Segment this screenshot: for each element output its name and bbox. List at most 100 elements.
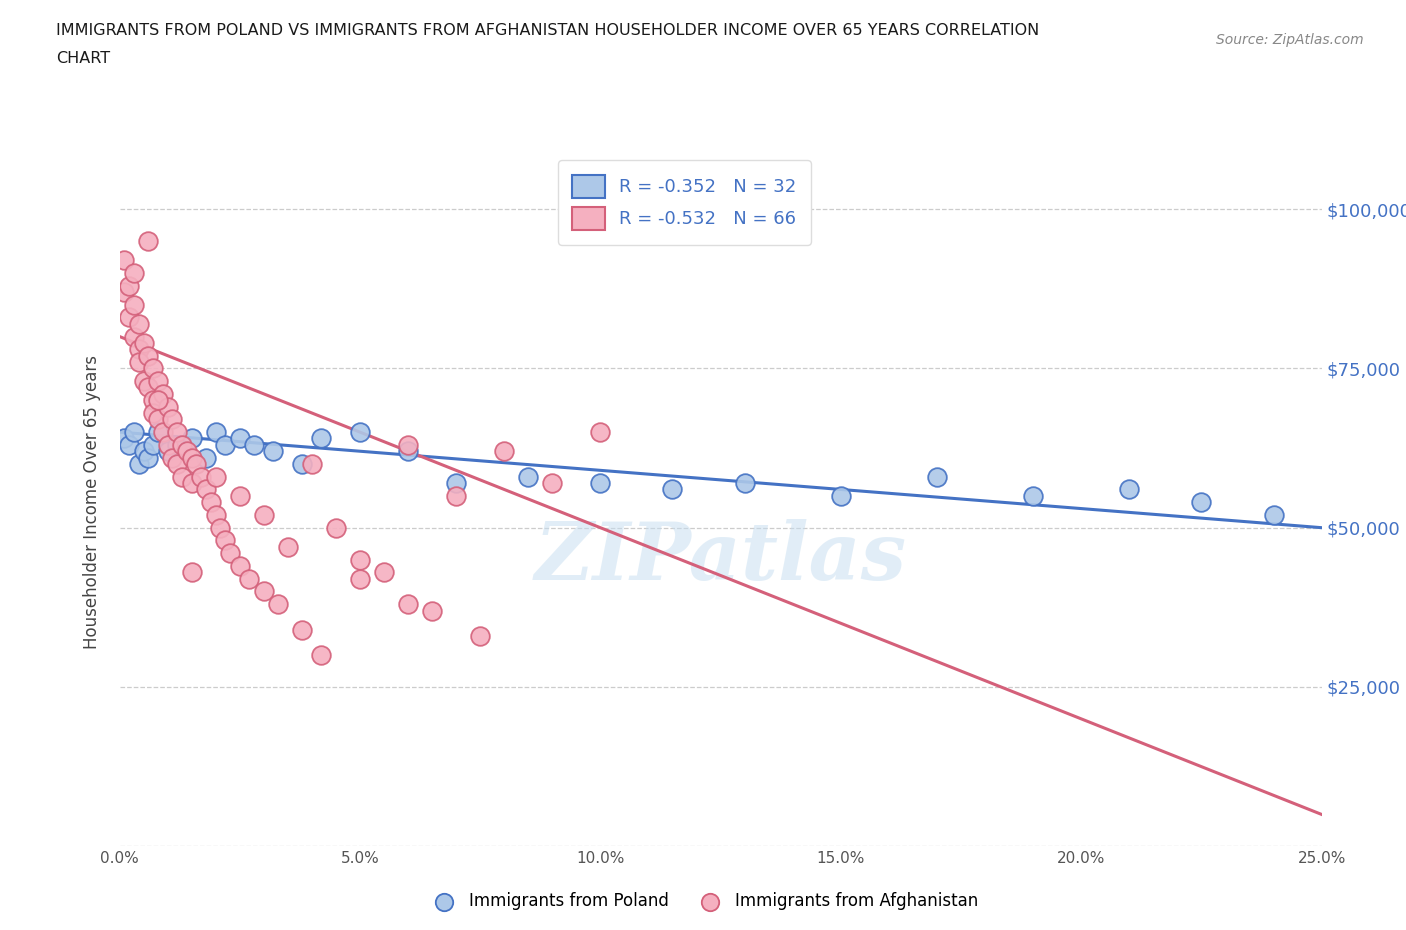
Point bbox=[228, 488, 252, 503]
Point bbox=[180, 475, 202, 490]
Point bbox=[396, 597, 419, 612]
Point bbox=[444, 475, 467, 490]
Point bbox=[238, 571, 260, 586]
Point bbox=[186, 457, 208, 472]
Point bbox=[128, 354, 150, 369]
Point bbox=[156, 399, 179, 414]
Point bbox=[734, 475, 756, 490]
Point bbox=[262, 444, 284, 458]
Point bbox=[170, 470, 193, 485]
Point bbox=[589, 475, 612, 490]
Text: Source: ZipAtlas.com: Source: ZipAtlas.com bbox=[1216, 33, 1364, 46]
Point bbox=[156, 437, 179, 452]
Point bbox=[228, 559, 252, 574]
Point bbox=[204, 508, 226, 523]
Point bbox=[156, 444, 179, 458]
Point bbox=[1022, 488, 1045, 503]
Point bbox=[152, 425, 174, 440]
Point bbox=[112, 431, 135, 445]
Point bbox=[128, 457, 150, 472]
Point bbox=[291, 457, 314, 472]
Point bbox=[118, 278, 141, 293]
Point bbox=[166, 457, 188, 472]
Point bbox=[267, 597, 290, 612]
Point bbox=[373, 565, 395, 579]
Point bbox=[112, 253, 135, 268]
Point bbox=[204, 425, 226, 440]
Point bbox=[132, 374, 155, 389]
Point bbox=[176, 444, 198, 458]
Point bbox=[830, 488, 852, 503]
Point bbox=[142, 437, 165, 452]
Point bbox=[195, 450, 218, 465]
Point bbox=[204, 470, 226, 485]
Text: ZIPatlas: ZIPatlas bbox=[534, 519, 907, 596]
Legend: Immigrants from Poland, Immigrants from Afghanistan: Immigrants from Poland, Immigrants from … bbox=[420, 885, 986, 917]
Point bbox=[420, 603, 443, 618]
Point bbox=[541, 475, 564, 490]
Point bbox=[180, 450, 202, 465]
Point bbox=[1189, 495, 1212, 510]
Point bbox=[142, 361, 165, 376]
Point bbox=[494, 444, 516, 458]
Point bbox=[219, 546, 242, 561]
Point bbox=[138, 450, 160, 465]
Point bbox=[170, 437, 193, 452]
Point bbox=[517, 470, 540, 485]
Point bbox=[228, 431, 252, 445]
Point bbox=[200, 495, 222, 510]
Point bbox=[146, 412, 169, 427]
Point bbox=[311, 647, 333, 662]
Point bbox=[195, 482, 218, 497]
Point bbox=[291, 622, 314, 637]
Point bbox=[349, 425, 371, 440]
Point bbox=[180, 431, 202, 445]
Point bbox=[112, 285, 135, 299]
Point bbox=[253, 508, 276, 523]
Point bbox=[142, 392, 165, 407]
Point bbox=[1118, 482, 1140, 497]
Point bbox=[396, 444, 419, 458]
Point bbox=[925, 470, 948, 485]
Point bbox=[349, 552, 371, 567]
Point bbox=[146, 425, 169, 440]
Point bbox=[277, 539, 299, 554]
Point bbox=[349, 571, 371, 586]
Point bbox=[162, 450, 184, 465]
Y-axis label: Householder Income Over 65 years: Householder Income Over 65 years bbox=[83, 355, 101, 649]
Point bbox=[118, 310, 141, 325]
Point bbox=[162, 412, 184, 427]
Point bbox=[122, 265, 145, 280]
Point bbox=[138, 348, 160, 363]
Point bbox=[180, 565, 202, 579]
Point bbox=[146, 374, 169, 389]
Text: CHART: CHART bbox=[56, 51, 110, 66]
Point bbox=[138, 233, 160, 248]
Point bbox=[325, 520, 347, 535]
Point bbox=[209, 520, 232, 535]
Point bbox=[132, 444, 155, 458]
Point bbox=[152, 387, 174, 402]
Point bbox=[146, 392, 169, 407]
Point bbox=[253, 584, 276, 599]
Point bbox=[468, 629, 492, 644]
Point bbox=[128, 316, 150, 331]
Point bbox=[118, 437, 141, 452]
Point bbox=[132, 336, 155, 351]
Point bbox=[122, 298, 145, 312]
Point bbox=[122, 425, 145, 440]
Point bbox=[214, 437, 236, 452]
Point bbox=[214, 533, 236, 548]
Point bbox=[190, 470, 212, 485]
Point bbox=[301, 457, 323, 472]
Point bbox=[128, 342, 150, 357]
Point bbox=[661, 482, 683, 497]
Point bbox=[166, 437, 188, 452]
Point bbox=[122, 329, 145, 344]
Point bbox=[243, 437, 266, 452]
Point bbox=[142, 405, 165, 420]
Legend: R = -0.352   N = 32, R = -0.532   N = 66: R = -0.352 N = 32, R = -0.532 N = 66 bbox=[558, 160, 811, 245]
Point bbox=[1263, 508, 1285, 523]
Point bbox=[138, 380, 160, 395]
Point bbox=[311, 431, 333, 445]
